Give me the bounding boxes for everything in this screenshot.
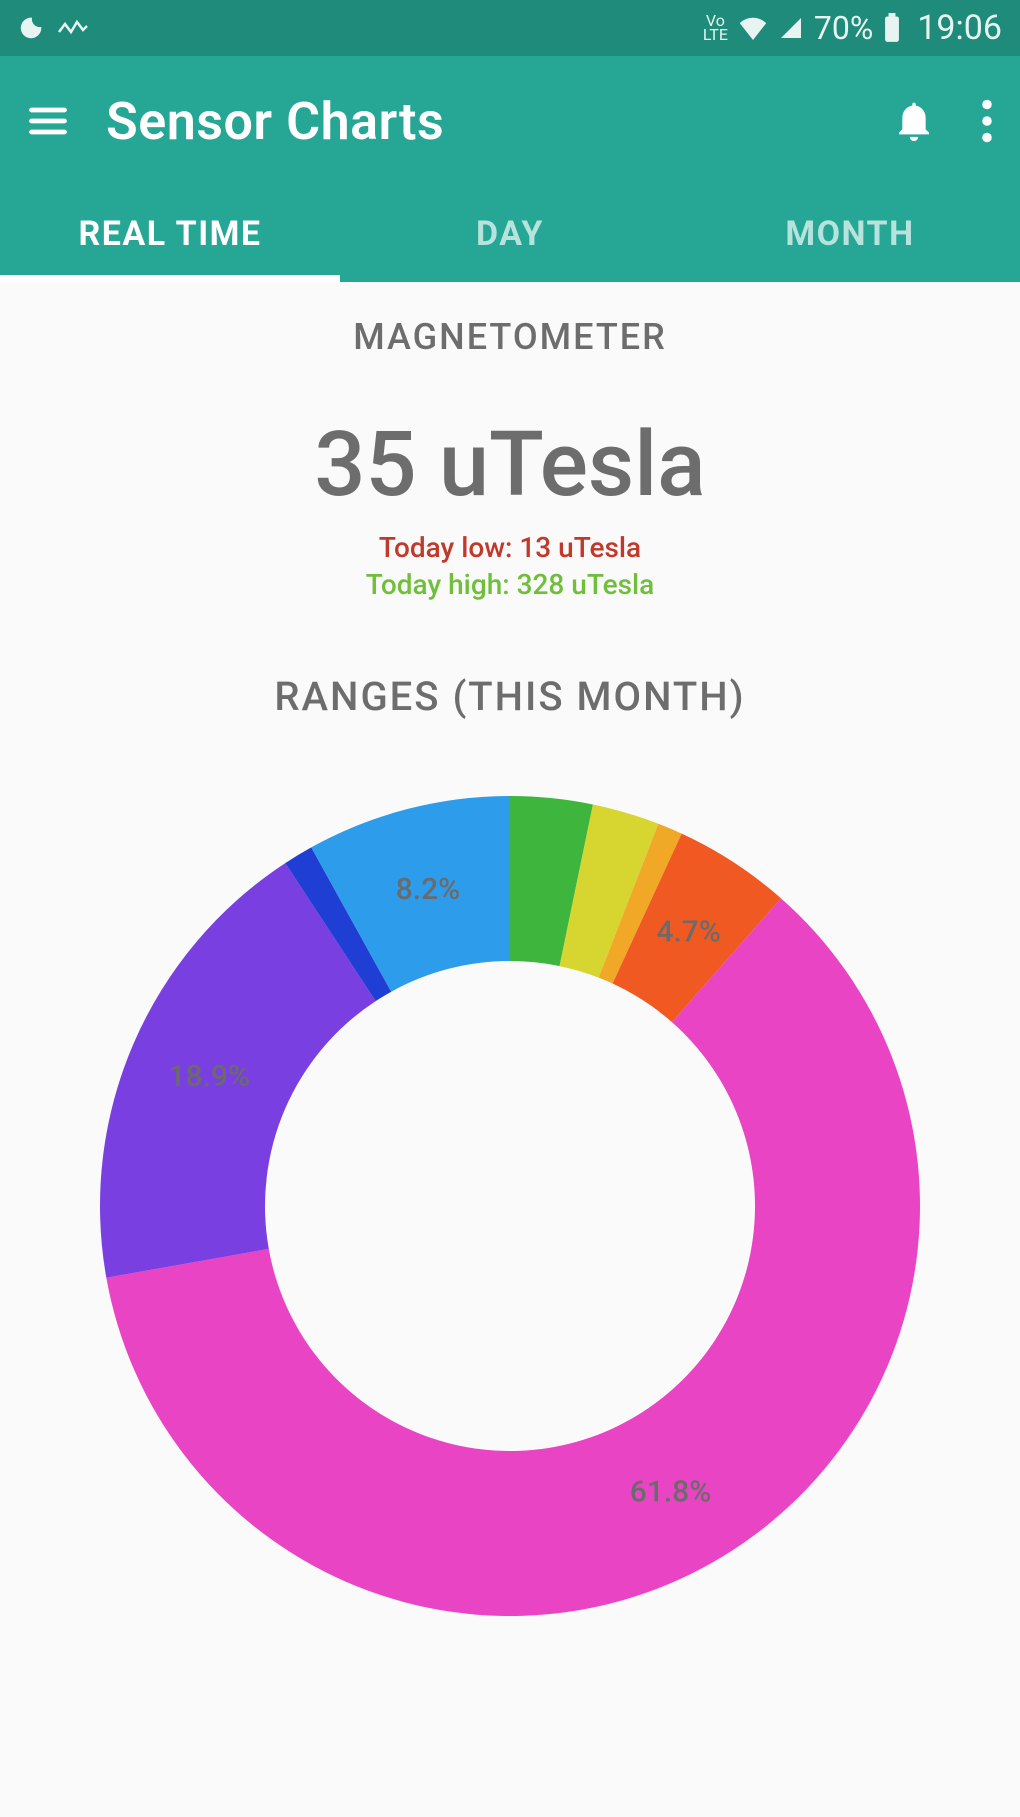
donut-slice-label: 18.9% (169, 1059, 251, 1094)
tab-label: DAY (476, 214, 544, 254)
tab-day[interactable]: DAY (340, 186, 680, 282)
content: MAGNETOMETER 35 uTesla Today low: 13 uTe… (0, 282, 1020, 1636)
app-title: Sensor Charts (106, 91, 894, 152)
tab-bar: REAL TIME DAY MONTH (0, 186, 1020, 282)
battery-pct: 70% (814, 9, 873, 47)
wifi-icon (738, 16, 768, 40)
menu-icon[interactable] (26, 99, 70, 143)
signal-icon (778, 16, 804, 40)
today-high: Today high: 328 uTesla (0, 568, 1020, 601)
donut-slice-label: 4.7% (656, 915, 721, 950)
ranges-title: RANGES (THIS MONTH) (0, 673, 1020, 720)
ranges-chart: 4.7% 61.8% 18.9% 8.2% (0, 776, 1020, 1636)
app-bar: Sensor Charts (0, 56, 1020, 186)
tab-month[interactable]: MONTH (680, 186, 1020, 282)
activity-icon (58, 18, 88, 38)
tab-label: REAL TIME (78, 214, 261, 254)
tab-real-time[interactable]: REAL TIME (0, 186, 340, 282)
tab-label: MONTH (785, 214, 914, 254)
donut-slice-label: 8.2% (396, 872, 461, 907)
status-bar: VoLTE 70% 19:06 (0, 0, 1020, 56)
moon-icon (18, 15, 44, 41)
sensor-title: MAGNETOMETER (0, 316, 1020, 358)
battery-icon (883, 13, 901, 43)
volte-icon: VoLTE (703, 14, 728, 42)
donut-slice-label: 61.8% (630, 1474, 712, 1509)
more-icon[interactable] (980, 99, 994, 143)
today-low: Today low: 13 uTesla (0, 531, 1020, 564)
clock: 19:06 (917, 8, 1002, 48)
bell-icon[interactable] (894, 99, 934, 143)
sensor-reading: 35 uTesla (0, 412, 1020, 517)
